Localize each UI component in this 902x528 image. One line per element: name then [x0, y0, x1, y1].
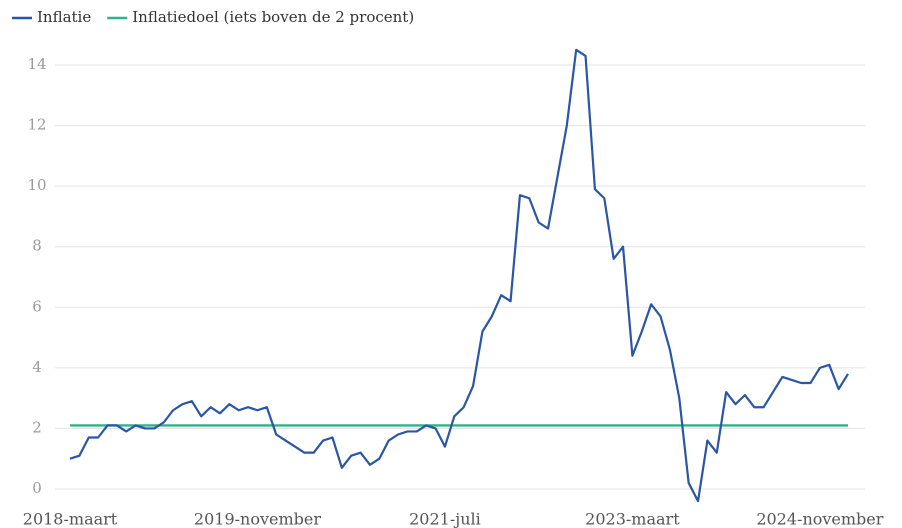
legend-label: Inflatie: [37, 8, 91, 26]
y-tick-label: 2: [32, 418, 42, 436]
y-tick-label: 0: [32, 479, 42, 497]
y-tick-label: 4: [32, 358, 42, 376]
series-line: [69, 48, 849, 503]
y-tick-label: 14: [27, 55, 46, 73]
x-tick-label: 2018-maart: [23, 510, 118, 528]
x-tick-label: 2023-maart: [585, 510, 680, 528]
legend-item: Inflatiedoel (iets boven de 2 procent): [107, 8, 414, 26]
y-tick-label: 8: [32, 237, 42, 255]
x-tick-label: 2021-juli: [409, 510, 481, 528]
y-tick-label: 6: [32, 297, 42, 315]
y-tick-label: 10: [27, 176, 46, 194]
x-tick-label: 2024-november: [756, 510, 883, 528]
legend-item: Inflatie: [12, 8, 91, 26]
x-tick-label: 2019-november: [194, 510, 321, 528]
y-tick-label: 12: [27, 116, 46, 134]
legend-label: Inflatiedoel (iets boven de 2 procent): [132, 8, 414, 26]
